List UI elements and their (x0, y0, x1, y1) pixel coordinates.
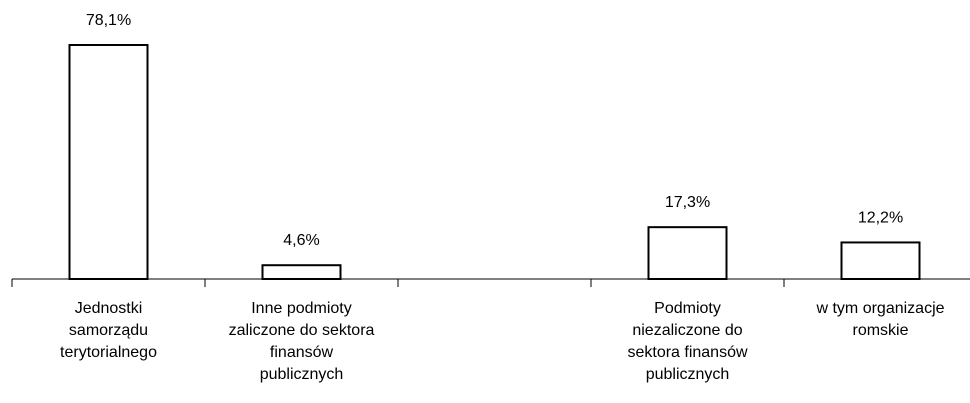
data-label: 17,3% (665, 194, 710, 211)
bar (68, 44, 149, 280)
x-tick-label: Inne podmioty zaliczone do sektora finan… (228, 300, 375, 383)
data-label: 4,6% (283, 232, 319, 249)
data-label: 12,2% (858, 209, 903, 226)
bar (261, 264, 342, 281)
x-tick-label: Podmioty niezaliczone do sektora finansó… (627, 300, 748, 383)
bar (840, 241, 921, 281)
x-tick-label: Jednostki samorządu terytorialnego (60, 300, 157, 361)
data-label: 78,1% (86, 12, 131, 29)
bar (647, 226, 728, 281)
x-tick-label: w tym organizacje romskie (816, 300, 945, 339)
